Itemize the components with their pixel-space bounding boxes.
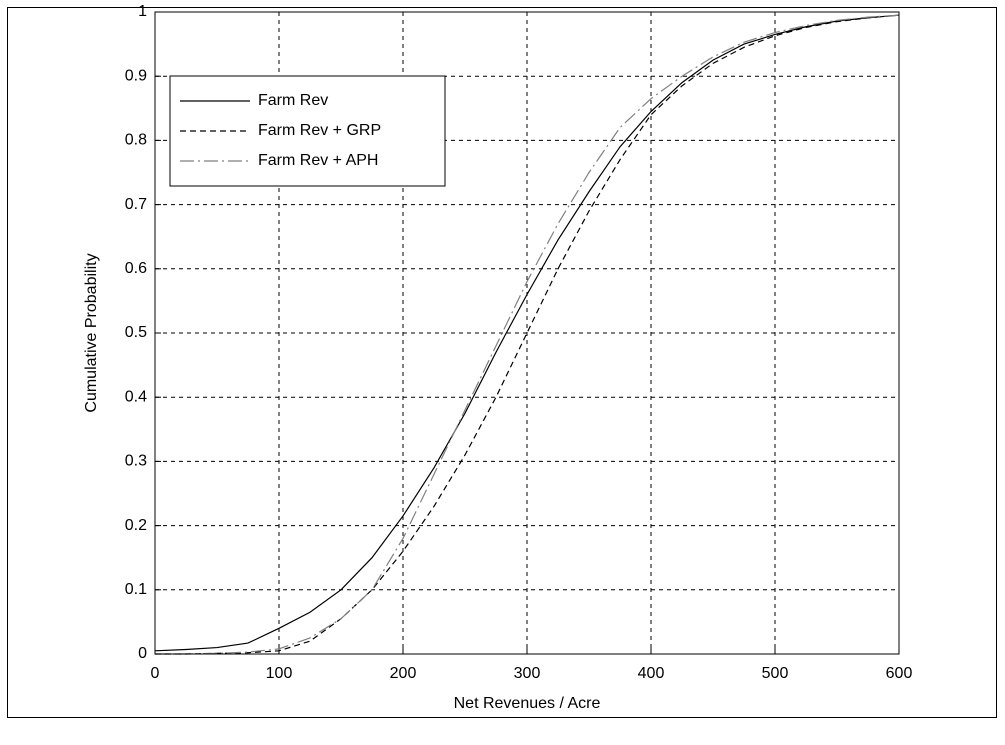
y-tick-label: 0.8 [125,132,147,149]
y-tick-label: 0.2 [125,517,147,534]
axes-box [154,11,900,655]
y-tick-label: 1 [138,3,147,20]
x-tick-label: 100 [266,665,293,682]
x-axis-label: Net Revenues / Acre [454,695,601,712]
legend-label: Farm Rev + APH [258,152,378,169]
y-tick-label: 0.1 [125,581,147,598]
x-tick-label: 0 [151,665,160,682]
y-tick-label: 0.9 [125,67,147,84]
y-tick-label: 0.4 [125,388,147,405]
y-axis-label: Cumulative Probability [83,253,100,412]
x-tick-label: 200 [390,665,417,682]
series-line [155,14,900,655]
x-tick-label: 400 [638,665,665,682]
legend-label: Farm Rev + GRP [258,122,381,139]
x-tick-label: 300 [514,665,541,682]
y-tick-label: 0 [138,645,147,662]
series-line [155,14,900,655]
x-tick-label: 600 [886,665,913,682]
legend-label: Farm Rev [258,92,328,109]
y-tick-label: 0.5 [125,324,147,341]
series-line [154,14,900,652]
y-tick-label: 0.3 [125,453,147,470]
x-tick-label: 500 [762,665,789,682]
y-tick-label: 0.6 [125,260,147,277]
y-tick-label: 0.7 [125,196,147,213]
